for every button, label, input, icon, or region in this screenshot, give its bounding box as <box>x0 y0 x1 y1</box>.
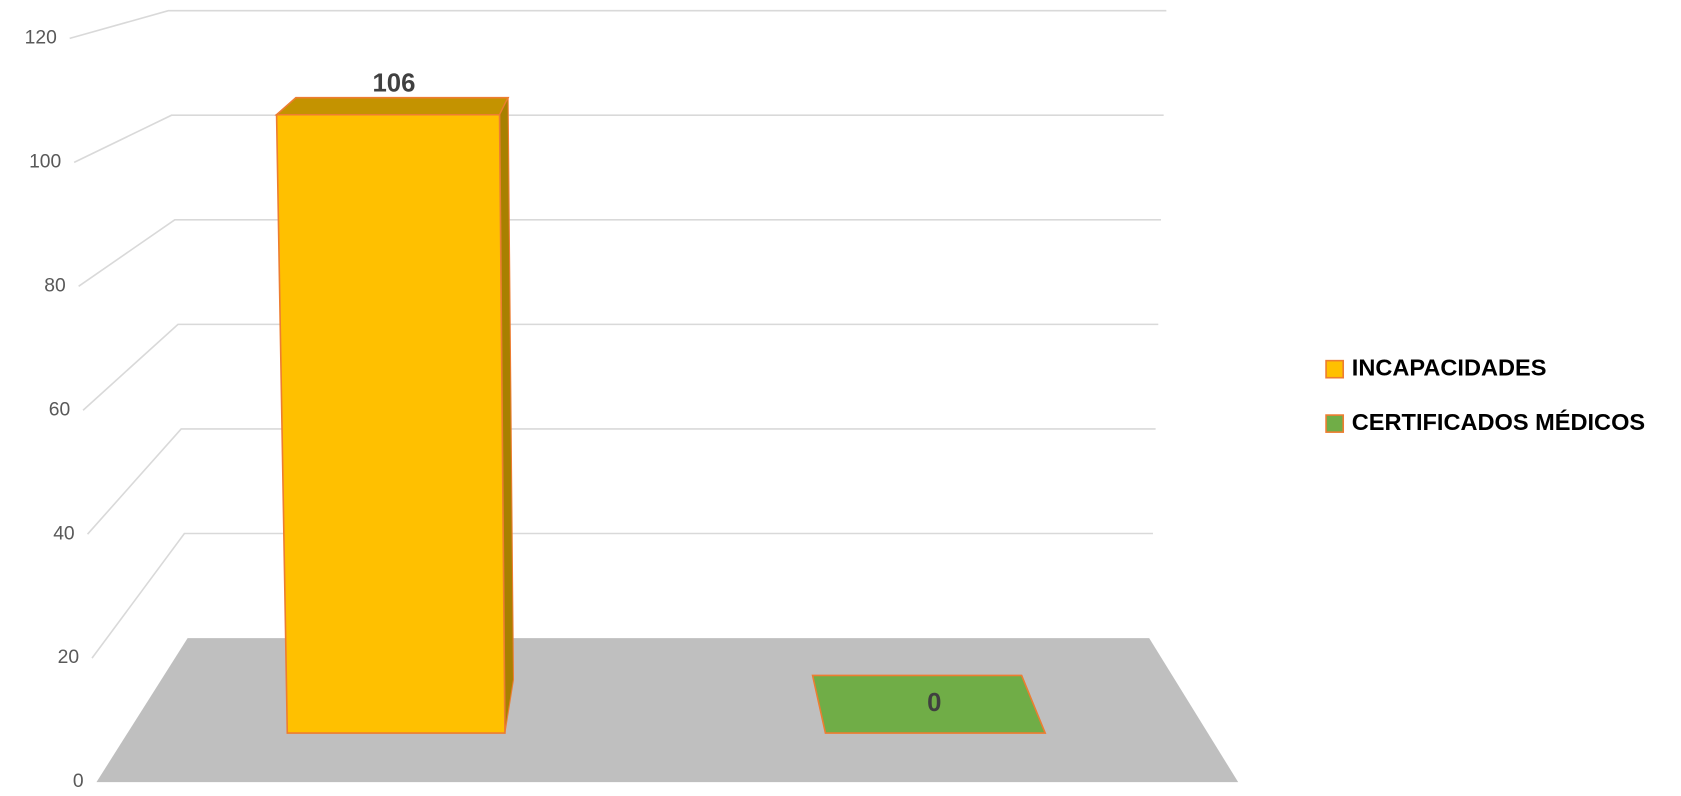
legend-swatch <box>1325 359 1345 379</box>
y-tick-label: 40 <box>53 523 74 544</box>
legend-swatch <box>1325 414 1345 433</box>
legend-label: CERTIFICADOS MÉDICOS <box>1352 408 1645 435</box>
y-tick-label: 120 <box>25 28 57 49</box>
grid-line <box>91 532 1153 659</box>
grid-line <box>78 219 1161 287</box>
data-label: 106 <box>373 70 416 98</box>
y-tick-label: 60 <box>49 399 70 420</box>
plot: 0 20 40 60 80 100 120 106 INCAPACIDADES 0 CERTIFIC… <box>25 9 1645 792</box>
legend-label: INCAPACIDADES <box>1352 354 1547 380</box>
bar-top <box>811 674 1047 734</box>
grid-line <box>69 9 1167 40</box>
bar-top <box>274 96 510 116</box>
y-tick-label: 0 <box>73 771 84 792</box>
y-tick-label: 100 <box>29 151 61 172</box>
y-tick-label: 80 <box>44 275 65 296</box>
y-tick-label: 20 <box>58 647 79 668</box>
grid-line <box>86 428 1156 535</box>
bar <box>275 113 506 734</box>
data-label: 0 <box>927 689 941 717</box>
grid-line <box>82 323 1159 411</box>
floor <box>96 638 1239 783</box>
grid-line <box>73 114 1164 164</box>
